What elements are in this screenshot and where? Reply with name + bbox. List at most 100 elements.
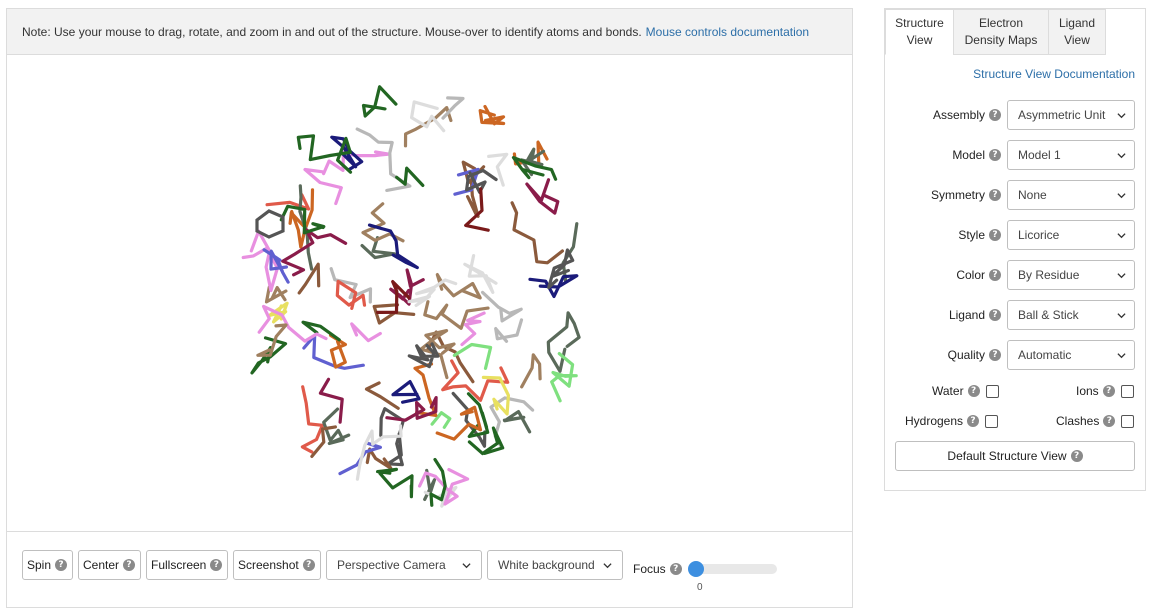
- model-help-icon[interactable]: ?: [989, 149, 1001, 161]
- ions-help-icon[interactable]: ?: [1102, 385, 1115, 397]
- residue-bond-chain[interactable]: [329, 333, 347, 369]
- residue-bond-chain[interactable]: [463, 254, 498, 294]
- residue-bond-chain[interactable]: [525, 178, 560, 215]
- residue-bond-chain[interactable]: [423, 468, 437, 501]
- residue-bond-chain[interactable]: [452, 342, 493, 370]
- residue-bond-chain[interactable]: [364, 381, 400, 410]
- spin-button[interactable]: Spin ?: [22, 550, 73, 580]
- residue-bond-chain[interactable]: [360, 236, 397, 260]
- residue-bond-chain[interactable]: [423, 300, 490, 330]
- ions-checkbox[interactable]: [1120, 384, 1134, 398]
- residue-bond-chain[interactable]: [478, 104, 506, 126]
- tab-ligand-view[interactable]: Ligand View: [1048, 9, 1106, 55]
- clashes-checkbox[interactable]: [1121, 414, 1135, 428]
- focus-slider-track[interactable]: [695, 564, 777, 574]
- molecule-structure-render[interactable]: [7, 55, 852, 531]
- background-select[interactable]: White background: [487, 550, 623, 580]
- residue-bond-chain[interactable]: [391, 380, 421, 404]
- residue-bond-chain[interactable]: [466, 392, 490, 439]
- color-help-icon[interactable]: ?: [989, 269, 1001, 281]
- residue-bond-chain[interactable]: [257, 304, 328, 343]
- residue-bond-chain[interactable]: [361, 85, 398, 118]
- style-help-icon[interactable]: ?: [989, 229, 1001, 241]
- residue-bond-chain[interactable]: [367, 223, 419, 270]
- color-select[interactable]: By Residue: [1007, 260, 1135, 290]
- assembly-select[interactable]: Asymmetric Unit: [1007, 100, 1135, 130]
- residue-bond-chain[interactable]: [296, 134, 353, 174]
- residue-bond-chain[interactable]: [330, 135, 364, 172]
- residue-bond-chain[interactable]: [403, 105, 453, 148]
- residue-bond-chain[interactable]: [288, 188, 315, 249]
- screenshot-help-icon[interactable]: ?: [302, 559, 315, 571]
- model-select[interactable]: Model 1: [1007, 140, 1135, 170]
- center-help-icon[interactable]: ?: [123, 559, 136, 571]
- center-button[interactable]: Center ?: [78, 550, 141, 580]
- residue-bond-chain[interactable]: [350, 322, 382, 343]
- residue-bond-chain[interactable]: [502, 410, 532, 434]
- ligand-select[interactable]: Ball & Stick: [1007, 300, 1135, 330]
- residue-bond-chain[interactable]: [389, 268, 425, 306]
- mouse-controls-doc-link[interactable]: Mouse controls documentation: [645, 24, 810, 39]
- symmetry-help-icon[interactable]: ?: [989, 189, 1001, 201]
- residue-bond-chain[interactable]: [301, 320, 341, 342]
- residue-bond-chain[interactable]: [379, 407, 405, 467]
- residue-bond-chain[interactable]: [256, 323, 288, 357]
- water-checkbox[interactable]: [985, 384, 999, 398]
- residue-bond-chain[interactable]: [441, 96, 465, 120]
- residue-bond-chain[interactable]: [546, 311, 581, 373]
- residue-bond-chain[interactable]: [410, 100, 446, 133]
- ligand-help-icon[interactable]: ?: [989, 309, 1001, 321]
- default-structure-view-button[interactable]: Default Structure View ?: [895, 441, 1135, 471]
- residue-bond-chain[interactable]: [264, 285, 288, 304]
- residue-bond-chain[interactable]: [461, 160, 486, 218]
- residue-bond-chain[interactable]: [418, 468, 470, 506]
- camera-select[interactable]: Perspective Camera: [326, 550, 482, 580]
- residue-bond-chain[interactable]: [376, 467, 414, 499]
- residue-bond-chain[interactable]: [487, 152, 509, 187]
- residue-bond-chain[interactable]: [318, 377, 344, 424]
- default-view-help-icon[interactable]: ?: [1070, 450, 1083, 462]
- tab-electron-density-maps[interactable]: Electron Density Maps: [953, 9, 1049, 55]
- symmetry-select[interactable]: None: [1007, 180, 1135, 210]
- water-help-icon[interactable]: ?: [967, 385, 980, 397]
- molecule-3d-canvas[interactable]: [7, 55, 852, 531]
- style-select[interactable]: Licorice: [1007, 220, 1135, 250]
- screenshot-button[interactable]: Screenshot ?: [233, 550, 321, 580]
- tab-structure-view[interactable]: Structure View: [885, 9, 954, 55]
- residue-bond-chain[interactable]: [435, 405, 483, 441]
- fullscreen-button[interactable]: Fullscreen ?: [146, 550, 228, 580]
- residue-bond-chain[interactable]: [494, 318, 524, 343]
- residue-bond-chain[interactable]: [241, 229, 279, 293]
- residue-bond-chain[interactable]: [460, 311, 486, 347]
- residue-bond-chain[interactable]: [464, 187, 490, 232]
- residue-bond-chain[interactable]: [511, 155, 558, 181]
- residue-bond-chain[interactable]: [303, 167, 343, 206]
- residue-bond-chain[interactable]: [467, 426, 505, 456]
- residue-bond-chain[interactable]: [407, 342, 440, 369]
- residue-bond-chain[interactable]: [413, 362, 438, 417]
- residue-bond-chain[interactable]: [372, 303, 416, 325]
- hydrogens-checkbox[interactable]: [985, 414, 999, 428]
- assembly-help-icon[interactable]: ?: [989, 109, 1001, 121]
- residue-bond-chain[interactable]: [451, 391, 487, 448]
- quality-help-icon[interactable]: ?: [989, 349, 1001, 361]
- residue-bond-chain[interactable]: [365, 447, 393, 470]
- residue-bond-chain[interactable]: [279, 204, 326, 235]
- residue-bond-chain[interactable]: [297, 262, 321, 295]
- residue-bond-chain[interactable]: [322, 407, 351, 446]
- clashes-help-icon[interactable]: ?: [1103, 415, 1116, 427]
- residue-bond-chain[interactable]: [481, 375, 510, 416]
- residue-bond-chain[interactable]: [547, 248, 575, 290]
- residue-bond-chain[interactable]: [481, 290, 523, 323]
- residue-bond-chain[interactable]: [355, 424, 403, 481]
- residue-bond-chain[interactable]: [435, 273, 482, 300]
- residue-bond-chain[interactable]: [281, 228, 348, 277]
- residue-bond-chain[interactable]: [262, 248, 290, 284]
- residue-bond-chain[interactable]: [430, 411, 452, 429]
- residue-bond-chain[interactable]: [550, 352, 578, 403]
- residue-bond-chain[interactable]: [335, 279, 367, 310]
- ring-structure[interactable]: [255, 209, 285, 239]
- focus-slider-thumb[interactable]: [688, 561, 704, 577]
- structure-view-doc-link[interactable]: Structure View Documentation: [973, 67, 1135, 81]
- residue-bond-chain[interactable]: [310, 425, 337, 458]
